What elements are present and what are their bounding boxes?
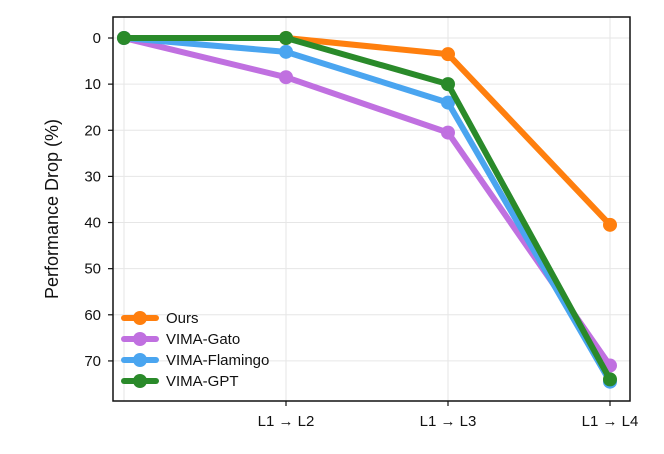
legend-label: VIMA-Flamingo xyxy=(166,352,269,369)
x-tick-label: L1 → L4 xyxy=(582,413,639,430)
y-tick-label: 20 xyxy=(84,122,101,139)
data-point xyxy=(441,125,455,140)
legend-swatch-marker xyxy=(133,353,147,367)
data-point xyxy=(603,217,617,232)
x-tick-label: L1 → L3 xyxy=(420,413,477,430)
legend: Ours VIMA-Gato VIMA-Flamingo VIMA-GPT xyxy=(121,310,269,390)
legend-label: VIMA-GPT xyxy=(166,373,239,390)
data-point xyxy=(117,31,131,45)
y-tick-label: 70 xyxy=(84,353,101,370)
x-axis-ticks: L1 → L2 L1 → L3 L1 → L4 xyxy=(258,401,639,430)
y-axis-ticks: 0 10 20 30 40 50 60 70 xyxy=(84,30,113,370)
series-layer xyxy=(117,31,617,389)
data-point xyxy=(279,44,293,59)
y-tick-label: 50 xyxy=(84,261,101,278)
data-point xyxy=(603,372,617,387)
data-point xyxy=(279,31,293,45)
y-tick-label: 30 xyxy=(84,168,101,185)
legend-label: VIMA-Gato xyxy=(166,331,240,348)
data-point xyxy=(279,70,293,85)
y-tick-label: 40 xyxy=(84,215,101,232)
legend-swatch-marker xyxy=(133,374,147,388)
series-line-3 xyxy=(121,35,613,383)
legend-label: Ours xyxy=(166,310,199,327)
data-point xyxy=(441,47,455,62)
data-point xyxy=(441,77,455,92)
series-line-2 xyxy=(121,35,613,385)
plot-frame xyxy=(112,16,631,402)
series-line-0 xyxy=(121,35,613,228)
y-tick-label: 60 xyxy=(84,307,101,324)
legend-swatch-marker xyxy=(133,332,147,346)
y-axis-label: Performance Drop (%) xyxy=(42,119,62,299)
data-point xyxy=(441,95,455,110)
x-tick-label: L1 → L2 xyxy=(258,413,315,430)
y-tick-label: 0 xyxy=(93,30,101,47)
legend-swatch-marker xyxy=(133,311,147,325)
y-tick-label: 10 xyxy=(84,76,101,93)
series-line-1 xyxy=(121,35,613,369)
